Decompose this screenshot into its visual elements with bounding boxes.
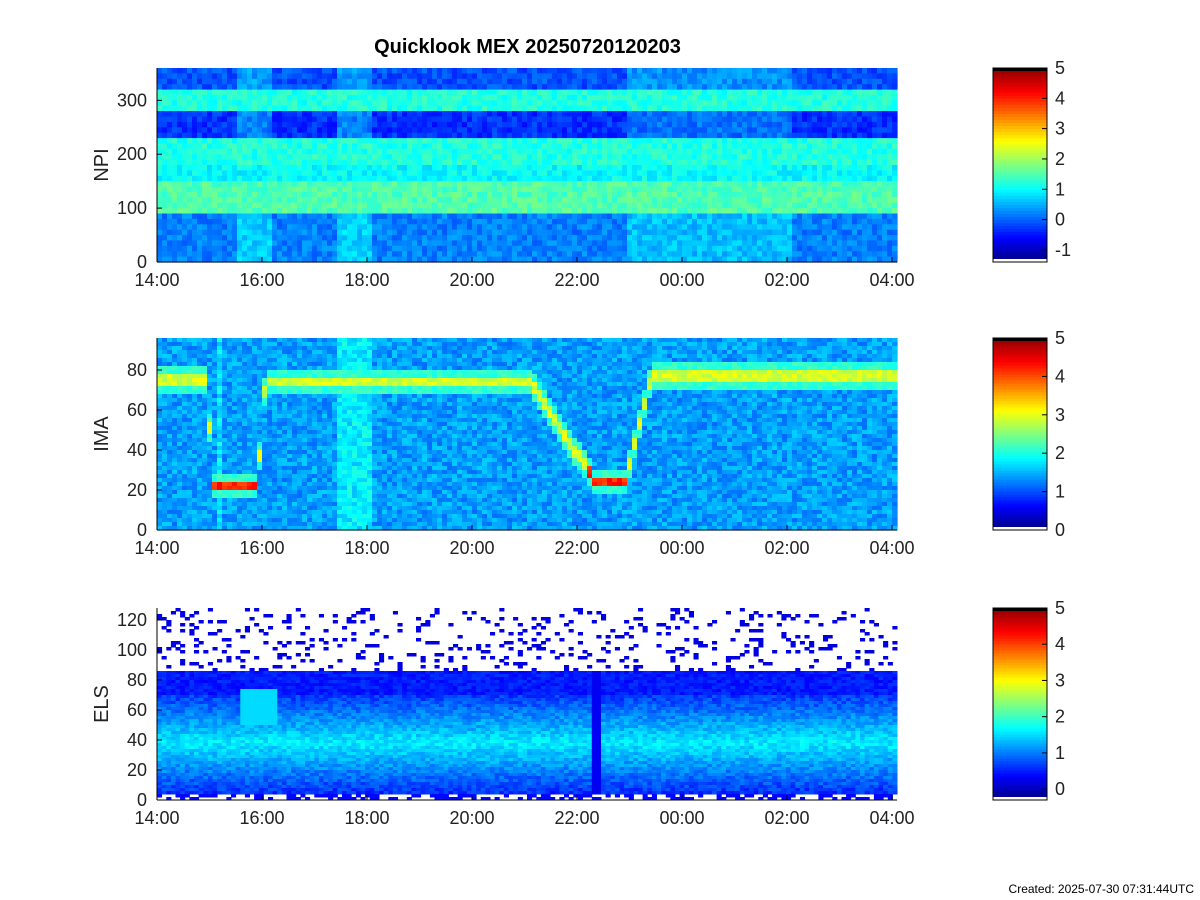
colorbar-tick-label: 3 (1055, 405, 1065, 425)
y-axis-label: NPI (91, 148, 113, 181)
x-tick-label: 20:00 (449, 808, 494, 828)
els-axes: 14:00 16:00 18:00 20:00 22:00 00:00 02:00 04:00… (91, 608, 915, 828)
colorbar-tick-label: 0 (1055, 520, 1065, 540)
ima-heatmap (157, 338, 898, 531)
colorbar-tick-label: 5 (1055, 598, 1065, 618)
ima-colorbar: 0 1 2 3 4 5 (992, 328, 1065, 540)
x-tick-label: 22:00 (554, 538, 599, 558)
colorbar-tick-label: 1 (1055, 179, 1065, 199)
colorbar-tick-label: 3 (1055, 119, 1065, 139)
x-tick-label: 04:00 (869, 538, 914, 558)
npi-colorbar: -1 0 1 2 3 4 5 (992, 58, 1071, 263)
npi-axes: 14:00 16:00 18:00 20:00 22:00 00:00 02:00 04:00… (91, 68, 915, 290)
y-tick-label: 60 (127, 700, 147, 720)
y-tick-label: 80 (127, 360, 147, 380)
colorbar-tick-label: 1 (1055, 743, 1065, 763)
colorbar-tick-label: -1 (1055, 240, 1071, 260)
x-tick-label: 00:00 (659, 270, 704, 290)
colorbar-tick-label: 4 (1055, 634, 1065, 654)
x-tick-label: 14:00 (134, 538, 179, 558)
els-colorbar: 0 1 2 3 4 5 (992, 598, 1065, 801)
creation-timestamp: Created: 2025-07-30 07:31:44UTC (1008, 882, 1194, 896)
y-tick-label: 100 (117, 640, 147, 660)
x-tick-label: 18:00 (344, 538, 389, 558)
x-tick-label: 04:00 (869, 808, 914, 828)
y-tick-label: 60 (127, 400, 147, 420)
ima-axes: 14:00 16:00 18:00 20:00 22:00 00:00 02:00 04:00… (91, 338, 915, 558)
colorbar-tick-label: 1 (1055, 482, 1065, 502)
x-tick-label: 20:00 (449, 270, 494, 290)
y-tick-label: 0 (137, 252, 147, 272)
x-tick-label: 02:00 (764, 270, 809, 290)
x-tick-label: 18:00 (344, 808, 389, 828)
y-tick-label: 120 (117, 610, 147, 630)
y-tick-label: 200 (117, 144, 147, 164)
x-tick-label: 02:00 (764, 538, 809, 558)
colorbar-tick-label: 2 (1055, 443, 1065, 463)
x-tick-label: 02:00 (764, 808, 809, 828)
els-panel: 14:00 16:00 18:00 20:00 22:00 00:00 02:00 04:00… (91, 598, 1065, 828)
y-tick-label: 20 (127, 760, 147, 780)
x-tick-label: 22:00 (554, 270, 599, 290)
colorbar-tick-label: 5 (1055, 58, 1065, 78)
x-tick-label: 16:00 (239, 270, 284, 290)
colorbar-tick-label: 2 (1055, 707, 1065, 727)
x-tick-label: 04:00 (869, 270, 914, 290)
y-tick-label: 40 (127, 440, 147, 460)
x-tick-label: 00:00 (659, 808, 704, 828)
y-axis-label: IMA (91, 416, 113, 452)
y-tick-label: 100 (117, 198, 147, 218)
x-tick-label: 20:00 (449, 538, 494, 558)
colorbar-tick-label: 0 (1055, 779, 1065, 799)
colorbar-tick-label: 4 (1055, 88, 1065, 108)
x-tick-label: 16:00 (239, 808, 284, 828)
colorbar-tick-label: 2 (1055, 149, 1065, 169)
x-tick-label: 14:00 (134, 808, 179, 828)
x-tick-label: 16:00 (239, 538, 284, 558)
colorbar-tick-label: 5 (1055, 328, 1065, 348)
els-heatmap (157, 608, 898, 801)
figure-title: Quicklook MEX 20250720120203 (374, 36, 681, 58)
y-tick-label: 0 (137, 520, 147, 540)
colorbar-tick-label: 4 (1055, 366, 1065, 386)
y-tick-label: 40 (127, 730, 147, 750)
y-tick-label: 0 (137, 790, 147, 810)
colorbar-tick-label: 3 (1055, 670, 1065, 690)
y-tick-label: 20 (127, 480, 147, 500)
y-tick-label: 80 (127, 670, 147, 690)
x-tick-label: 22:00 (554, 808, 599, 828)
x-tick-label: 00:00 (659, 538, 704, 558)
colorbar-tick-label: 0 (1055, 210, 1065, 230)
ima-panel: 14:00 16:00 18:00 20:00 22:00 00:00 02:00 04:00… (91, 328, 1065, 558)
x-tick-label: 18:00 (344, 270, 389, 290)
y-axis-label: ELS (91, 685, 113, 723)
npi-heatmap (157, 68, 898, 263)
npi-panel: 14:00 16:00 18:00 20:00 22:00 00:00 02:00 04:00… (91, 58, 1071, 290)
x-tick-label: 14:00 (134, 270, 179, 290)
y-tick-label: 300 (117, 90, 147, 110)
